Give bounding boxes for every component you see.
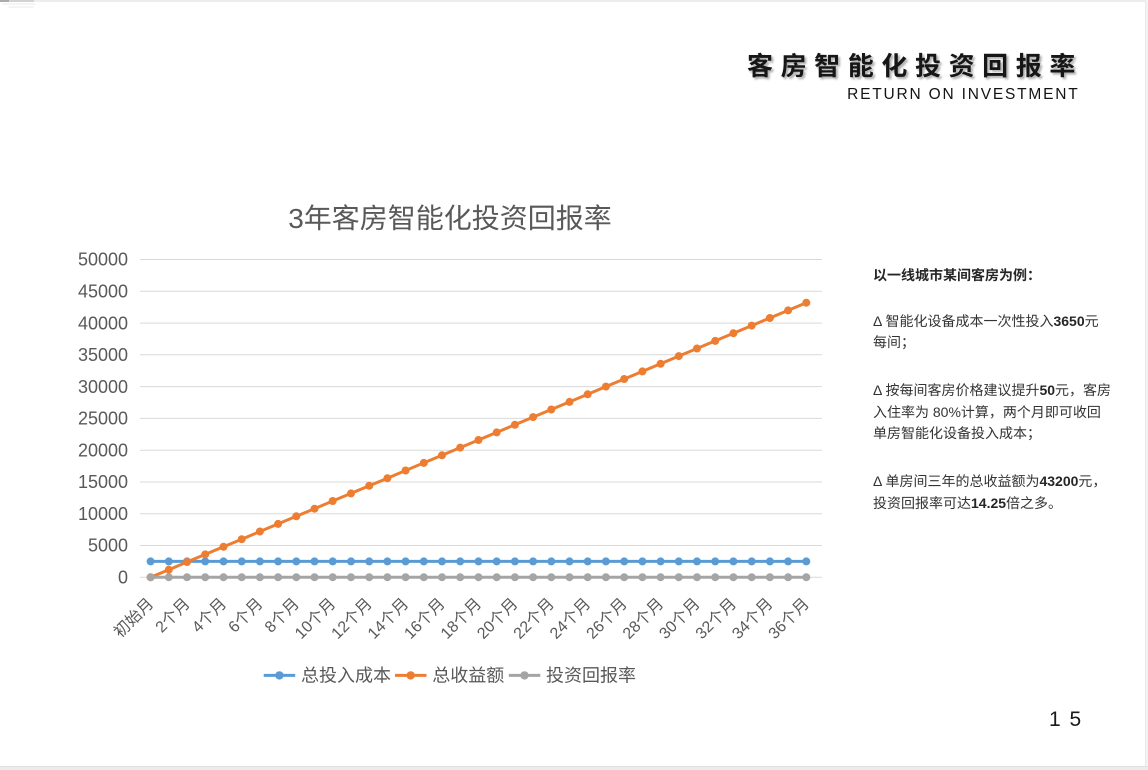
svg-text:4个月: 4个月	[188, 595, 230, 637]
svg-text:0: 0	[118, 568, 128, 588]
svg-text:2个月: 2个月	[152, 595, 194, 637]
svg-text:40000: 40000	[78, 313, 128, 333]
svg-text:45000: 45000	[78, 282, 128, 302]
svg-text:6个月: 6个月	[225, 595, 267, 637]
svg-text:总收益额: 总收益额	[432, 666, 504, 686]
svg-text:15000: 15000	[78, 472, 128, 492]
svg-text:总投入成本: 总投入成本	[301, 666, 391, 686]
svg-text:10000: 10000	[78, 504, 128, 524]
svg-text:3年客房智能化投资回报率: 3年客房智能化投资回报率	[288, 203, 612, 234]
svg-text:20000: 20000	[78, 440, 128, 460]
svg-text:投资回报率: 投资回报率	[546, 666, 636, 686]
svg-text:25000: 25000	[78, 409, 128, 429]
svg-text:36个月: 36个月	[765, 595, 813, 643]
svg-text:初始月: 初始月	[111, 595, 158, 642]
svg-text:5000: 5000	[88, 536, 128, 556]
svg-text:50000: 50000	[78, 250, 128, 270]
svg-text:35000: 35000	[78, 345, 128, 365]
svg-text:30000: 30000	[78, 377, 128, 397]
